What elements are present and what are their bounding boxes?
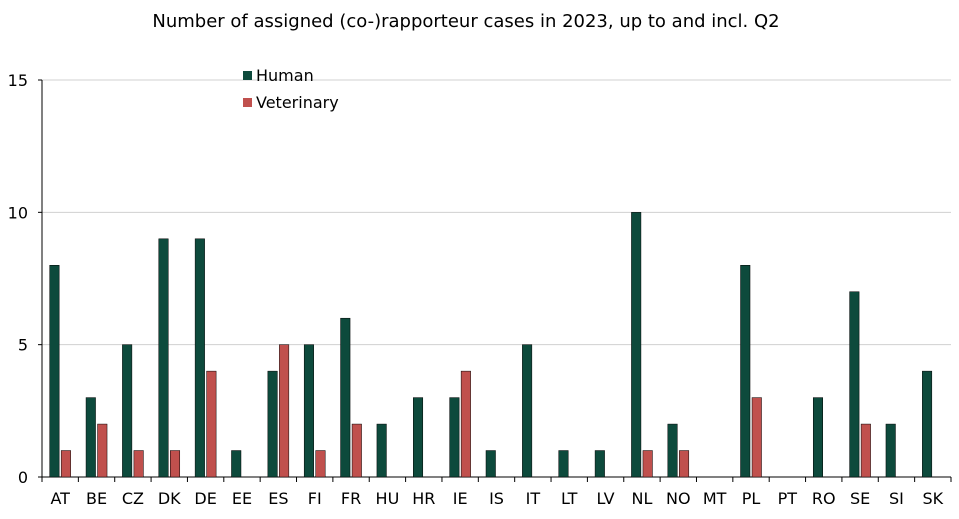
bar-human-hu: [376, 423, 387, 478]
x-tick-label-ro: RO: [812, 489, 836, 508]
legend-label-veterinary: Veterinary: [256, 93, 339, 112]
x-tick-label-ee: EE: [232, 489, 252, 508]
bar-veterinary-nl: [642, 450, 653, 478]
bar-veterinary-se: [860, 423, 871, 478]
bar-human-pl: [740, 265, 751, 478]
tick-labels: 0 5 10 15 AT BE CZ DK DE EE ES FI FR HU HR IE IS IT LT LV NL…: [8, 71, 944, 508]
x-tick-label-es: ES: [268, 489, 288, 508]
bar-human-at: [49, 265, 60, 478]
legend-label-human: Human: [256, 66, 314, 85]
x-tick-label-de: DE: [194, 489, 216, 508]
bar-veterinary-cz: [133, 450, 144, 478]
x-tick-label-no: NO: [666, 489, 691, 508]
x-tick-label-lv: LV: [597, 489, 615, 508]
chart-title: Number of assigned (co-)rapporteur cases…: [152, 11, 779, 32]
x-tick-label-hr: HR: [412, 489, 435, 508]
bar-human-de: [194, 238, 205, 478]
x-tick-label-dk: DK: [158, 489, 181, 508]
x-tick-label-at: AT: [50, 489, 70, 508]
x-tick-label-it: IT: [526, 489, 541, 508]
x-tick-label-fr: FR: [341, 489, 361, 508]
y-tick-label: 5: [18, 336, 28, 355]
bar-veterinary-fi: [315, 450, 326, 478]
bar-veterinary-de: [206, 370, 217, 478]
bar-human-fi: [303, 344, 314, 478]
bar-human-ie: [449, 397, 460, 478]
bar-human-be: [85, 397, 96, 478]
y-tick-label: 10: [8, 203, 28, 222]
bar-veterinary-no: [679, 450, 690, 478]
bar-human-es: [267, 370, 278, 478]
bar-human-si: [885, 423, 896, 478]
bar-human-ro: [812, 397, 823, 478]
legend-swatch-veterinary: [243, 98, 252, 107]
bar-human-lv: [594, 450, 605, 478]
bar-human-sk: [922, 370, 933, 478]
axes: [38, 79, 952, 482]
x-tick-label-hu: HU: [376, 489, 400, 508]
bar-veterinary-at: [60, 450, 71, 478]
x-tick-label-is: IS: [489, 489, 504, 508]
bar-human-no: [667, 423, 678, 478]
gridlines: [42, 79, 951, 346]
x-tick-label-se: SE: [850, 489, 870, 508]
bar-veterinary-dk: [170, 450, 181, 478]
x-tick-label-ie: IE: [453, 489, 468, 508]
bar-human-cz: [122, 344, 133, 478]
bar-human-se: [849, 291, 860, 478]
x-tick-label-mt: MT: [703, 489, 727, 508]
x-tick-label-fi: FI: [308, 489, 322, 508]
bar-veterinary-pl: [751, 397, 762, 478]
bar-human-fr: [340, 317, 351, 478]
bar-veterinary-fr: [351, 423, 362, 478]
x-tick-label-lt: LT: [561, 489, 578, 508]
x-tick-label-si: SI: [889, 489, 904, 508]
bar-veterinary-be: [97, 423, 108, 478]
x-tick-label-pl: PL: [742, 489, 761, 508]
bar-veterinary-es: [279, 344, 290, 478]
legend-swatch-human: [243, 71, 252, 80]
bar-human-dk: [158, 238, 169, 478]
bar-human-is: [485, 450, 496, 478]
y-tick-label: 15: [8, 71, 28, 90]
bar-human-it: [522, 344, 533, 478]
x-tick-label-cz: CZ: [122, 489, 144, 508]
bar-human-ee: [231, 450, 242, 478]
x-tick-label-be: BE: [86, 489, 107, 508]
bar-human-nl: [631, 212, 642, 478]
bars: [49, 212, 933, 478]
x-tick-label-sk: SK: [922, 489, 943, 508]
x-tick-label-pt: PT: [778, 489, 798, 508]
legend: Human Veterinary: [243, 66, 339, 112]
y-tick-label: 0: [18, 468, 28, 487]
x-tick-label-nl: NL: [631, 489, 652, 508]
bar-human-hr: [413, 397, 424, 478]
bar-veterinary-ie: [460, 370, 471, 478]
bar-human-lt: [558, 450, 569, 478]
